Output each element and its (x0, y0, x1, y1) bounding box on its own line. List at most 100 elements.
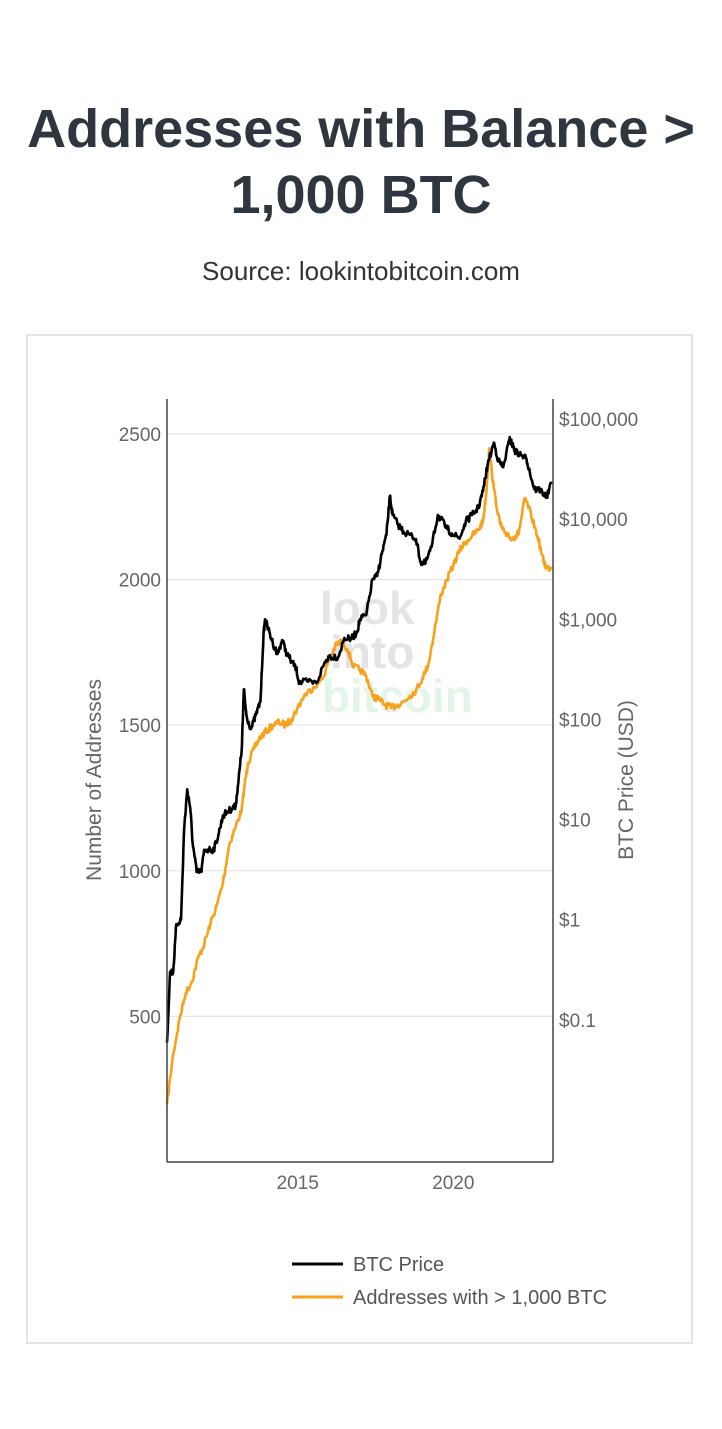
btc-price-point (375, 574, 379, 578)
btc-price-point (298, 682, 301, 685)
btc-price-point (510, 442, 514, 445)
addresses-point (433, 627, 436, 631)
btc-price-point (424, 562, 427, 565)
btc-price-point (419, 561, 422, 564)
btc-price-point (408, 533, 411, 536)
addresses-point (284, 724, 287, 727)
addresses-point (277, 721, 281, 724)
btc-price-point (365, 613, 368, 617)
btc-price-point (430, 545, 433, 548)
btc-price-point (249, 727, 253, 731)
legend: BTC Price Addresses with > 1,000 BTC (292, 1254, 607, 1309)
series-line-btc-price[interactable] (165, 435, 553, 1043)
watermark-into: into (330, 626, 414, 678)
addresses-point (209, 922, 212, 925)
addresses-point (243, 782, 246, 785)
btc-price-point (486, 463, 489, 466)
addresses-point (517, 531, 520, 535)
btc-price-point (276, 652, 279, 656)
y-right-tick-label: $0.1 (559, 1011, 596, 1032)
btc-price-point (186, 788, 189, 791)
addresses-point (446, 578, 449, 581)
addresses-point (498, 523, 502, 526)
series-line-addresses[interactable] (165, 447, 553, 1104)
btc-price-point (281, 638, 284, 642)
y-right-tick-label: $10,000 (559, 510, 628, 531)
chart-title-line1: Addresses with Balance > (27, 99, 695, 159)
addresses-point (265, 729, 268, 733)
btc-price-point (550, 481, 553, 485)
btc-price-point (226, 810, 229, 813)
btc-price-point (458, 537, 461, 540)
btc-price-point (436, 513, 439, 517)
addresses-point (234, 825, 237, 829)
addresses-point (346, 648, 349, 651)
y-right-tick-label: $1,000 (559, 610, 617, 631)
addresses-point (530, 514, 533, 517)
watermark-bitcoin: bitcoin (322, 670, 473, 722)
y-left-tick-label: 2000 (119, 571, 161, 592)
btc-price-point (175, 923, 178, 926)
chart-title-line2: 1,000 BTC (230, 165, 492, 225)
btc-price-point (502, 466, 505, 469)
btc-price-point (231, 806, 234, 810)
btc-price-point (385, 533, 388, 536)
legend-label-addresses[interactable]: Addresses with > 1,000 BTC (353, 1287, 607, 1309)
btc-price-point (203, 848, 206, 851)
addresses-point (253, 747, 256, 750)
y-left-tick-label: 1000 (119, 862, 161, 883)
btc-price-point (189, 806, 192, 810)
legend-label-btc-price[interactable]: BTC Price (353, 1254, 444, 1276)
btc-price-point (355, 631, 359, 634)
addresses-point (492, 488, 496, 491)
btc-price-point (207, 848, 211, 851)
btc-price-point (477, 506, 480, 509)
btc-price-point (414, 538, 418, 541)
btc-price-point (520, 454, 524, 457)
btc-price-point (237, 778, 240, 781)
addresses-point (439, 592, 443, 596)
btc-price-point (391, 513, 394, 517)
axes (166, 399, 554, 1163)
addresses-point (481, 520, 485, 523)
addresses-point (296, 706, 299, 709)
btc-price-point (528, 470, 531, 473)
btc-price-point (446, 527, 449, 531)
btc-price-point (295, 667, 298, 670)
y-right-axis-title: BTC Price (USD) (615, 700, 638, 860)
addresses-point (221, 881, 225, 884)
btc-price-point (481, 490, 485, 493)
btc-price-point (221, 814, 225, 817)
addresses-point (271, 724, 274, 727)
btc-price-point (263, 618, 267, 621)
addresses-point (470, 534, 474, 538)
btc-price-point (439, 518, 443, 521)
addresses-point (488, 447, 491, 450)
addresses-point (421, 677, 424, 680)
btc-price-point (245, 714, 248, 717)
addresses-point (190, 980, 194, 983)
btc-price-point (533, 487, 536, 491)
chart-panel (26, 334, 693, 1344)
btc-price-point (271, 641, 274, 645)
addresses-point (365, 674, 368, 677)
addresses-point (427, 662, 430, 666)
addresses-point (396, 703, 399, 706)
btc-price-point (212, 848, 215, 851)
addresses-point (246, 761, 250, 765)
btc-price-point (172, 970, 175, 974)
addresses-point (321, 677, 324, 680)
addresses-point (340, 639, 343, 642)
btc-price-point (305, 680, 309, 683)
addresses-point (550, 566, 553, 570)
chart-subtitle: Source: lookintobitcoin.com (202, 256, 520, 286)
addresses-point (215, 904, 218, 907)
y-left-tick-label: 500 (129, 1007, 161, 1028)
addresses-point (484, 493, 488, 497)
btc-price-point (539, 488, 542, 492)
addresses-point (383, 703, 387, 706)
btc-price-point (470, 513, 474, 517)
addresses-point (203, 942, 206, 945)
addresses-point (545, 566, 548, 570)
